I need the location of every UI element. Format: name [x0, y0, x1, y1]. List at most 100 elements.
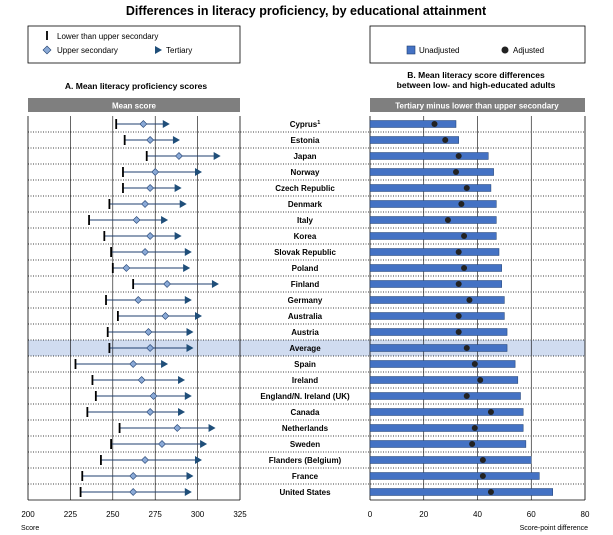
tertiary-triangle: [184, 248, 192, 256]
tertiary-triangle: [186, 472, 194, 480]
upper-secondary-diamond: [146, 408, 155, 416]
tertiary-triangle: [184, 296, 192, 304]
adjusted-dot: [455, 153, 462, 159]
tertiary-triangle: [172, 136, 180, 144]
legend-adjusted-label: Adjusted: [513, 46, 544, 55]
unadjusted-bar: [369, 488, 553, 496]
unadjusted-bar: [369, 360, 516, 368]
category-label: Finland: [291, 280, 320, 289]
unadjusted-bar: [369, 152, 489, 160]
adjusted-dot: [461, 265, 468, 271]
legend-lower-label: Lower than upper secondary: [57, 32, 158, 41]
upper-secondary-diamond: [139, 120, 148, 128]
tick-label-a: 225: [64, 510, 78, 519]
adjusted-dot: [466, 297, 473, 303]
adjusted-dot: [471, 361, 478, 367]
unadjusted-bar: [369, 232, 497, 240]
panel-a-xlabel: Score: [21, 525, 39, 532]
legend-upper-label: Upper secondary: [57, 46, 118, 55]
tertiary-triangle: [161, 360, 169, 368]
panel-b-band-label: Tertiary minus lower than upper secondar…: [395, 102, 559, 111]
tertiary-triangle: [213, 152, 221, 160]
tertiary-triangle: [174, 184, 182, 192]
category-label: Flanders (Belgium): [269, 456, 342, 465]
tertiary-triangle: [174, 232, 182, 240]
category-label: France: [292, 472, 319, 481]
unadjusted-bar: [369, 248, 500, 256]
adjusted-dot: [477, 377, 484, 383]
category-label: Netherlands: [282, 424, 329, 433]
category-label: Cyprus1: [290, 120, 321, 129]
unadjusted-bar: [369, 408, 524, 416]
tick-label-a: 275: [149, 510, 163, 519]
category-label: Czech Republic: [275, 184, 335, 193]
tertiary-triangle: [200, 440, 208, 448]
upper-secondary-diamond: [151, 168, 160, 176]
tick-label-a: 300: [191, 510, 205, 519]
upper-secondary-diamond: [129, 472, 138, 480]
adjusted-dot: [455, 329, 462, 335]
tertiary-triangle: [184, 488, 192, 496]
upper-secondary-diamond: [141, 248, 149, 256]
axis-layer: 200 225 250 275 300 325 0 20 40 60 80: [21, 510, 590, 519]
tertiary-triangle: [179, 200, 187, 208]
category-label: Spain: [294, 360, 316, 369]
legend-left-box: [27, 25, 241, 64]
tick-label-a: 200: [21, 510, 35, 519]
upper-secondary-diamond: [129, 360, 138, 368]
category-label: England/N. Ireland (UK): [260, 392, 350, 401]
adjusted-dot: [463, 185, 470, 191]
upper-secondary-diamond: [137, 376, 146, 384]
adjusted-dot: [487, 409, 494, 415]
tertiary-triangle: [178, 408, 186, 416]
unadjusted-bar: [369, 392, 521, 400]
adjusted-dot: [463, 393, 470, 399]
legend-right-box: [369, 25, 586, 64]
unadjusted-bar: [369, 456, 532, 464]
upper-secondary-diamond: [161, 312, 170, 320]
tertiary-triangle: [186, 344, 194, 352]
adjusted-dot: [487, 489, 494, 495]
panel-a-band: [28, 98, 240, 112]
unadjusted-bar: [369, 216, 497, 224]
upper-secondary-diamond: [129, 488, 138, 496]
adjusted-dot: [463, 345, 470, 351]
rows-layer: [28, 131, 585, 485]
unadjusted-swatch-icon: [406, 45, 416, 55]
highlight-layer: [28, 340, 585, 356]
adjusted-dot: [461, 233, 468, 239]
upper-secondary-diamond-icon: [42, 45, 52, 55]
adjusted-dot: [442, 137, 449, 143]
category-label: Austria: [291, 328, 319, 337]
category-label: Japan: [293, 152, 316, 161]
panel-a-title: A. Mean literacy proficiency scores: [65, 81, 207, 91]
tertiary-triangle: [183, 264, 191, 272]
upper-secondary-diamond: [146, 136, 155, 144]
unadjusted-bar: [369, 376, 519, 384]
panel-b-title: B. Mean literacy score differences betwee…: [397, 70, 556, 90]
panel-b-title-line: B. Mean literacy score differences: [407, 70, 545, 80]
unadjusted-bar: [369, 120, 457, 128]
adjusted-dot: [453, 169, 459, 175]
category-label: Canada: [291, 408, 320, 417]
upper-secondary-diamond: [132, 216, 141, 224]
tertiary-triangle: [184, 392, 192, 400]
category-label: Slovak Republic: [274, 248, 336, 257]
figure-title: Differences in literacy proficiency, by …: [126, 4, 487, 18]
adjusted-dot: [431, 121, 438, 127]
upper-secondary-diamond: [146, 184, 155, 192]
tertiary-triangle: [178, 376, 186, 384]
adjusted-dot: [444, 217, 451, 223]
unadjusted-bar: [369, 472, 540, 480]
upper-secondary-diamond: [146, 344, 155, 352]
upper-secondary-diamond: [122, 264, 131, 272]
adjusted-dot: [471, 425, 478, 431]
marks-layer: Cyprus1 Estonia Japan Norway Czech Republic D…: [74, 119, 553, 497]
adjusted-dot: [458, 201, 465, 207]
adjusted-dot: [455, 249, 462, 255]
category-label: United States: [279, 488, 331, 497]
unadjusted-bar: [369, 168, 494, 176]
category-label: Estonia: [291, 136, 320, 145]
tick-label-a: 325: [233, 510, 247, 519]
adjusted-dot: [455, 313, 462, 319]
